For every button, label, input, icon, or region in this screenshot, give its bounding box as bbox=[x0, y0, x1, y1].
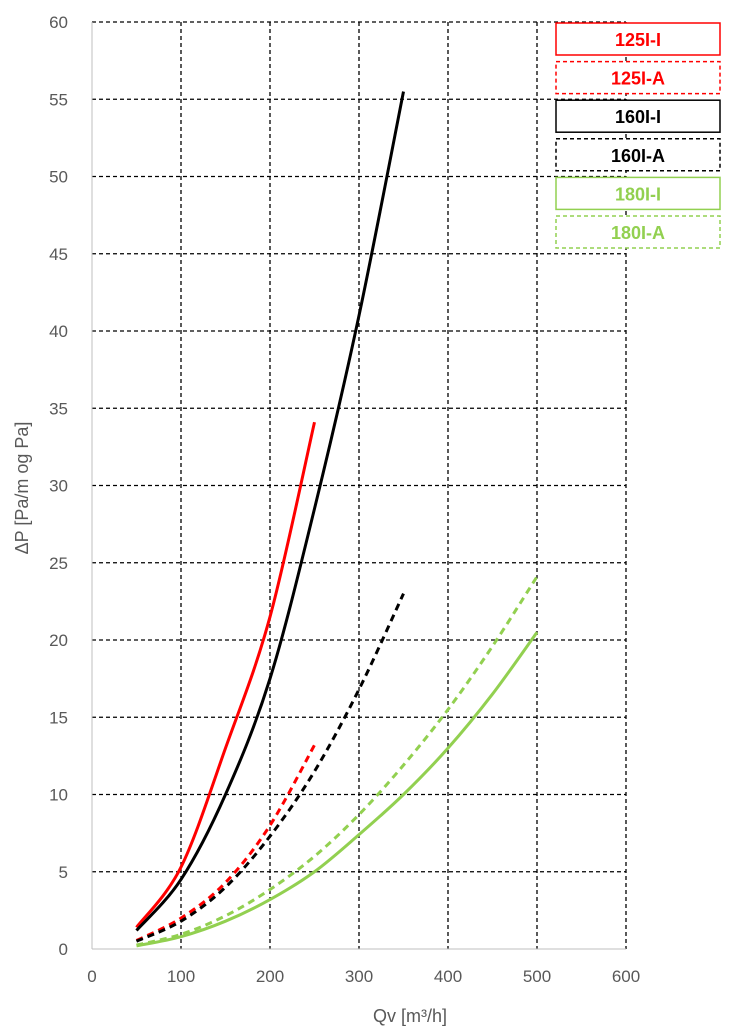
x-tick-label: 300 bbox=[345, 967, 373, 986]
y-tick-label: 5 bbox=[59, 863, 68, 882]
legend-box-125i-a bbox=[555, 60, 721, 95]
y-tick-label: 15 bbox=[49, 708, 68, 727]
y-axis-title: ΔP [Pa/m og Pa] bbox=[12, 422, 32, 555]
y-tick-label: 0 bbox=[59, 940, 68, 959]
series-line-160i-a bbox=[135, 593, 405, 943]
y-tick-label: 35 bbox=[49, 399, 68, 418]
series-line-180i-a bbox=[136, 575, 539, 947]
x-axis-title: Qv [m³/h] bbox=[373, 1006, 447, 1026]
x-tick-labels: 0 100 200 300 400 500 600 bbox=[87, 967, 640, 986]
grid bbox=[92, 21, 627, 949]
y-tick-label: 30 bbox=[49, 477, 68, 496]
y-tick-label: 40 bbox=[49, 322, 68, 341]
x-tick-label: 500 bbox=[523, 967, 551, 986]
series-lines bbox=[135, 91, 539, 948]
legend-label-180i-a: 180I-A bbox=[611, 223, 665, 243]
legend-box-180i-i bbox=[555, 176, 721, 211]
legend-label-125i-i: 125I-I bbox=[615, 30, 661, 50]
series-line-125i-a bbox=[135, 744, 316, 942]
legend-label-125i-a: 125I-A bbox=[611, 69, 665, 89]
x-tick-label: 0 bbox=[87, 967, 96, 986]
y-tick-label: 20 bbox=[49, 631, 68, 650]
series-line-125i-i bbox=[135, 421, 316, 929]
series-line-180i-i bbox=[136, 631, 539, 948]
y-tick-label: 10 bbox=[49, 786, 68, 805]
legend-box-160i-i bbox=[555, 99, 721, 133]
legend-label-180i-i: 180I-I bbox=[615, 184, 661, 204]
x-tick-label: 200 bbox=[256, 967, 284, 986]
legend: 125I-I 125I-A 160I-I 160I-A 180I-I 180I-A bbox=[555, 22, 721, 249]
axes bbox=[91, 22, 626, 950]
x-tick-label: 400 bbox=[434, 967, 462, 986]
x-tick-label: 600 bbox=[612, 967, 640, 986]
legend-box-125i-i bbox=[555, 22, 721, 56]
legend-label-160i-i: 160I-I bbox=[615, 107, 661, 127]
legend-box-160i-a bbox=[555, 138, 721, 172]
legend-label-160i-a: 160I-A bbox=[611, 146, 665, 166]
y-tick-labels: 0 5 10 15 20 25 30 35 40 45 50 55 60 bbox=[49, 13, 68, 959]
legend-box-180i-a bbox=[555, 215, 721, 249]
x-tick-label: 100 bbox=[167, 967, 195, 986]
series-line-160i-i bbox=[135, 91, 405, 932]
y-tick-label: 50 bbox=[49, 168, 68, 187]
y-tick-label: 25 bbox=[49, 554, 68, 573]
y-tick-label: 45 bbox=[49, 245, 68, 264]
y-tick-label: 60 bbox=[49, 13, 68, 32]
y-tick-label: 55 bbox=[49, 90, 68, 109]
